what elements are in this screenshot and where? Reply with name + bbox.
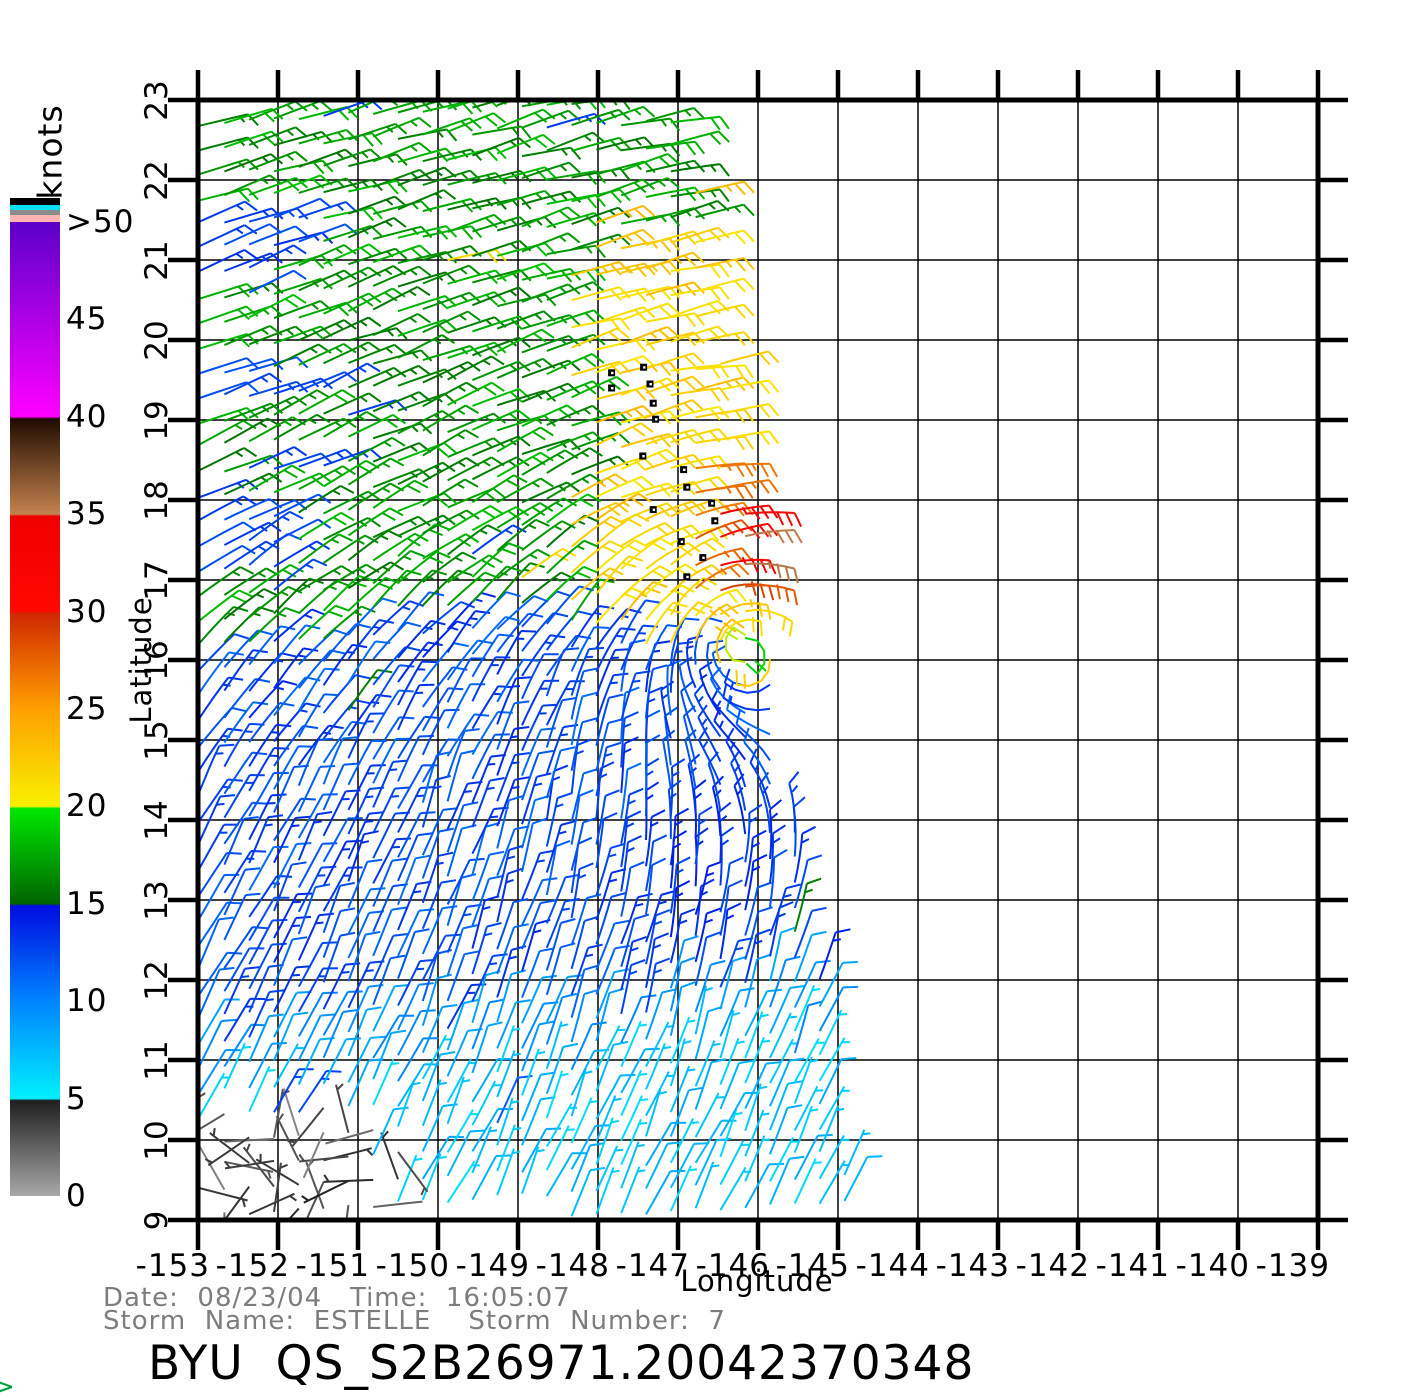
x-tick-label: -149 [455,1248,530,1284]
colorbar-strip [10,198,60,205]
wind-barbs [196,98,883,1222]
x-tick-label: -141 [1095,1248,1170,1284]
colorbar-strip [10,215,60,222]
y-tick-label: 22 [139,159,175,201]
y-tick-label: 17 [139,559,175,601]
colorbar-tick-label: 0 [66,1178,87,1214]
x-axis-title: Longitude [680,1264,834,1298]
x-tick-label: -143 [935,1248,1010,1284]
y-tick-label: 11 [139,1039,175,1081]
y-tick-label: 21 [139,239,175,281]
x-tick-label: -148 [535,1248,610,1284]
x-tick-label: -144 [855,1248,930,1284]
colorbar-tick-label: 45 [66,301,108,338]
colorbar [10,222,60,1196]
colorbar-tick-label: 20 [66,788,108,825]
y-tick-label: 10 [139,1119,175,1161]
colorbar-overflow-strips [10,198,60,222]
x-tick-label: -146 [695,1248,770,1284]
colorbar-tick-label: 25 [66,691,108,727]
x-tick-label: -140 [1175,1248,1250,1284]
y-tick-label: 12 [139,959,175,1001]
y-axis-title: Latitude [124,596,158,724]
x-tick-label: -150 [375,1248,450,1284]
colorbar-tick-label: >50 [66,204,135,240]
colorbar-strip [10,205,60,210]
colorbar-tick-label: 15 [66,885,108,922]
y-tick-label: 9 [139,1209,175,1231]
colorbar-tick-label: 10 [66,983,108,1020]
x-tick-label: -153 [135,1248,210,1284]
y-tick-label: 14 [139,799,175,841]
colorbar-tick-label: 30 [66,593,108,630]
y-tick-label: 23 [139,79,175,121]
corner-glyph: > [0,1372,15,1400]
date-time-line: Date: 08/23/04 Time: 16:05:07 [103,1283,571,1313]
y-tick-label: 13 [139,879,175,921]
y-tick-label: 19 [139,399,175,441]
x-tick-label: -147 [615,1248,690,1284]
x-tick-label: -152 [215,1248,290,1284]
storm-info-line: Storm Name: ESTELLE Storm Number: 7 [103,1306,726,1336]
y-tick-label: 15 [139,719,175,761]
colorbar-strip [10,210,60,215]
plot-frame [168,70,1348,1250]
y-tick-label: 18 [139,479,175,521]
colorbar-tick-label: 40 [66,398,108,435]
x-tick-label: -145 [775,1248,850,1284]
storm-track-markers [608,363,719,581]
x-tick-label: -142 [1015,1248,1090,1284]
y-tick-label: 20 [139,319,175,361]
plot-title: BYU QS_S2B26971.20042370348 [148,1336,975,1391]
x-tick-label: -151 [295,1248,370,1284]
x-tick-label: -139 [1255,1248,1330,1284]
colorbar-tick-label: 5 [66,1080,87,1117]
colorbar-tick-label: 35 [66,496,108,533]
